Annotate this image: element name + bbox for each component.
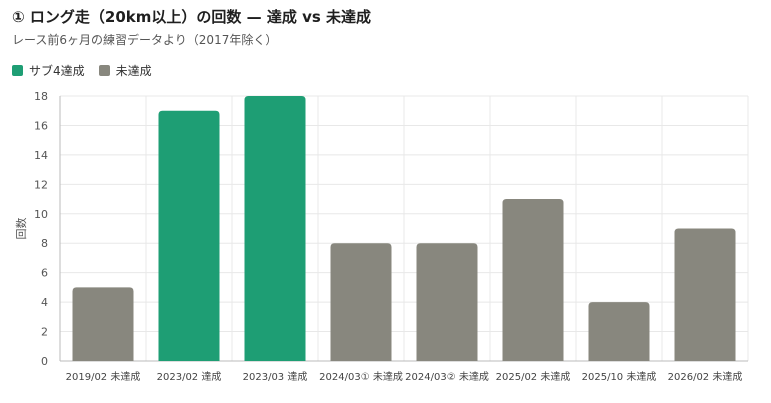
bar: [674, 228, 736, 361]
legend-swatch-not-achieved: [98, 65, 110, 76]
y-tick-label: 18: [34, 90, 48, 103]
x-tick-label: 2019/02 未達成: [66, 371, 141, 383]
chart-subtitle: レース前6ヶ月の練習データより（2017年除く）: [12, 33, 278, 47]
legend-item-achieved[interactable]: サブ4達成: [12, 62, 85, 79]
bar: [244, 96, 306, 361]
x-tick-label: 2023/03 達成: [243, 371, 308, 383]
x-tick-label: 2026/02 未達成: [668, 371, 743, 383]
bar: [330, 243, 392, 361]
y-tick-label: 12: [34, 178, 48, 191]
x-tick-label: 2025/10 未達成: [582, 371, 657, 383]
legend-label-not-achieved: 未達成: [115, 64, 152, 78]
bar: [502, 199, 564, 361]
chart-title: ① ロング走（20km以上）の回数 — 達成 vs 未達成: [12, 8, 371, 26]
bar: [588, 302, 650, 361]
y-tick-label: 6: [41, 267, 48, 280]
y-tick-label: 4: [41, 296, 48, 309]
y-tick-label: 16: [34, 119, 48, 132]
x-tick-label: 2023/02 達成: [157, 371, 222, 383]
x-tick-label: 2024/03② 未達成: [405, 371, 489, 383]
y-tick-label: 14: [34, 149, 48, 162]
y-axis-label: 回数: [15, 218, 28, 240]
legend: サブ4達成 未達成: [12, 62, 152, 79]
x-tick-label: 2024/03① 未達成: [319, 371, 403, 383]
y-tick-label: 0: [41, 355, 48, 368]
bar: [416, 243, 478, 361]
bar: [72, 287, 134, 361]
legend-label-achieved: サブ4達成: [29, 64, 85, 78]
bar: [158, 110, 220, 361]
legend-item-not-achieved[interactable]: 未達成: [98, 62, 152, 79]
legend-swatch-achieved: [12, 65, 23, 76]
y-tick-label: 10: [34, 208, 48, 221]
y-tick-label: 2: [41, 326, 48, 339]
y-tick-label: 8: [41, 237, 48, 250]
x-tick-label: 2025/02 未達成: [496, 371, 571, 383]
